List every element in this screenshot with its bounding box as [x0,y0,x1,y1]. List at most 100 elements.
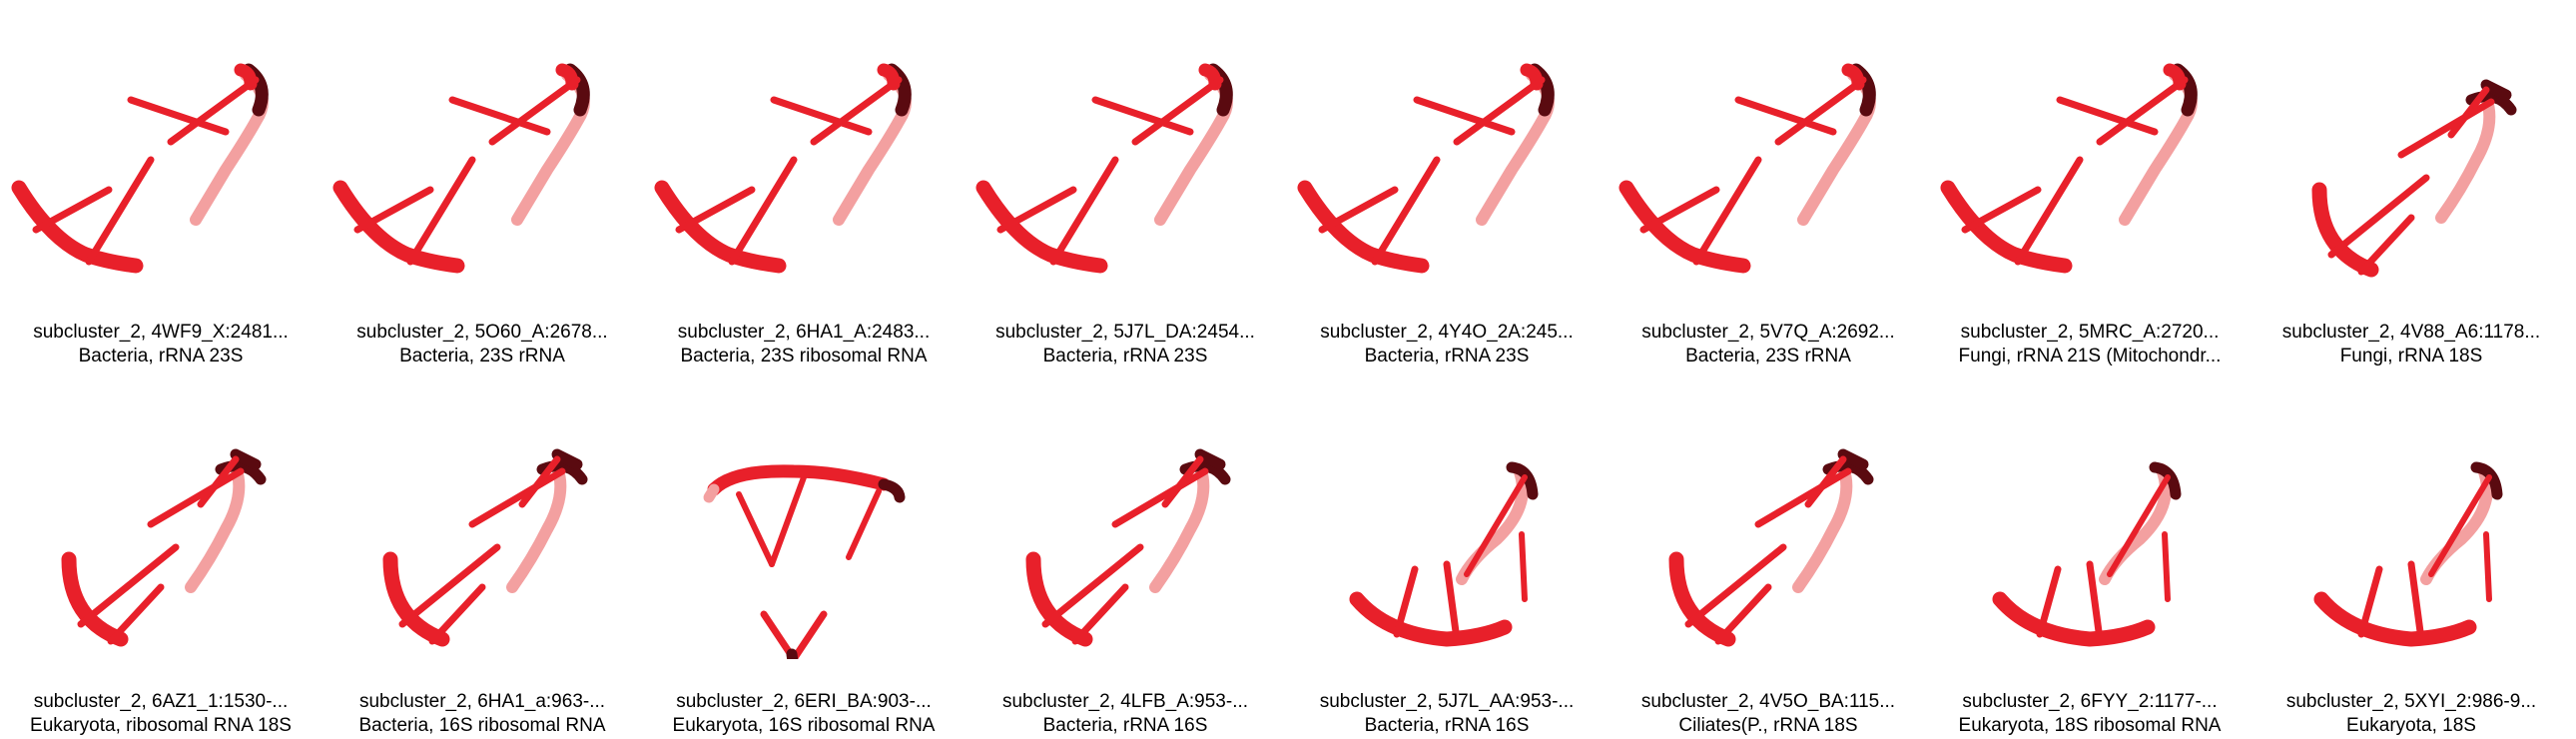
structure-description-label: Fungi, rRNA 21S (Mitochondr... [1958,346,2222,367]
rna-strand [428,583,486,645]
rna-strand [1940,180,2073,274]
rna-strand [147,467,245,528]
rna-strand [2311,182,2379,278]
rna-strand [1639,186,1720,234]
rna-strand [406,156,476,266]
rna-structure-render [1940,63,2198,274]
structure-tile: subcluster_2, 5J7L_AA:953-... Bacteria, r… [1286,370,1608,739]
rna-strand [2480,79,2512,101]
rna-structure-render [11,63,269,274]
structure-id-label: subcluster_2, 5J7L_AA:953-... [1319,691,1575,712]
structure-description-label: Eukaryota, 18S [2346,715,2476,736]
rna-strand [2357,565,2383,638]
rna-strand [1464,474,1528,577]
rna-strand [790,610,828,659]
rna-strand [1194,448,1226,470]
rna-strand [1792,461,1853,593]
rna-strand [654,180,787,274]
structure-description-label: Bacteria, 23S rRNA [1685,346,1851,367]
rna-structure-render [1618,63,1876,274]
rna-strand [2357,214,2415,276]
rna-strand [1041,543,1144,628]
rna-strand [448,96,551,136]
rna-strand [61,551,129,647]
rna-strand [1161,455,1204,508]
structure-description-label: Bacteria, rRNA 16S [1364,715,1530,736]
rna-strand [1297,180,1430,274]
rna-strand [1149,461,1210,593]
rna-strand [769,474,807,567]
rna-strand [810,76,903,146]
structure-id-label: subcluster_2, 4Y4O_2A:245... [1320,322,1574,343]
structure-description-label: Eukaryota, ribosomal RNA 18S [30,715,292,736]
rna-strand [2313,591,2477,647]
rna-strand [2447,86,2490,139]
rna-strand [506,461,567,593]
structure-tile: subcluster_2, 6ERI_BA:903-... Eukaryota, … [643,370,965,739]
structure-id-label: subcluster_2, 4LFB_A:953-... [1001,691,1249,712]
rna-strand [11,180,144,274]
rna-strand [107,583,165,645]
structure-id-label: subcluster_2, 6AZ1_1:1530-... [33,691,289,712]
structure-tile: subcluster_2, 6HA1_A:2483... Bacteria, 23… [643,0,965,370]
rna-strand [1804,455,1847,508]
structure-id-label: subcluster_2, 5J7L_DA:2454... [995,322,1255,343]
rna-strand [1371,156,1441,266]
structure-id-label: subcluster_2, 5MRC_A:2720... [1960,322,2220,343]
rna-structure-render [1668,448,1874,647]
structure-tile: subcluster_2, 5J7L_DA:2454... Bacteria, r… [965,0,1286,370]
rna-strand [1349,591,1513,647]
rna-strand [488,76,581,146]
structure-description-label: Bacteria, 23S ribosomal RNA [680,346,928,367]
structure-id-label: subcluster_2, 6HA1_A:2483... [677,322,931,343]
rna-strand [85,156,155,266]
rna-strand [2407,560,2425,643]
rna-strand [736,491,775,567]
rna-strand [1668,551,1736,647]
rna-strand [1992,591,2156,647]
rna-strand [1684,543,1787,628]
rna-structure-render [382,448,588,647]
rna-strand [2428,474,2492,577]
rna-strand [77,543,180,628]
structure-description-label: Ciliates(P., rRNA 18S [1678,715,1858,736]
rna-strand [2107,474,2171,577]
rna-strand [1519,531,1528,602]
rna-strand [1453,76,1546,146]
structure-tile: subcluster_2, 4LFB_A:953-... Bacteria, rR… [965,370,1286,739]
rna-strand [675,186,756,234]
rna-structure-render [1992,461,2182,647]
rna-strand [1754,467,1852,528]
rna-structure-render [975,63,1233,274]
rna-strand [353,186,434,234]
rna-strand [127,96,230,136]
rna-strand [185,461,246,593]
rna-strand [1318,186,1399,234]
rna-strand [846,488,882,560]
rna-strand [2096,76,2189,146]
structure-tile: subcluster_2, 5MRC_A:2720... Fungi, rRNA … [1929,0,2251,370]
structure-id-label: subcluster_2, 5O60_A:2678... [356,322,608,343]
rna-strand [786,648,799,659]
rna-structure-render [2313,461,2503,647]
structure-description-label: Bacteria, 16S ribosomal RNA [358,715,606,736]
rna-strand [2162,531,2171,602]
structure-description-label: Bacteria, rRNA 23S [1364,346,1530,367]
rna-strand [398,543,501,628]
rna-strand [1111,467,1209,528]
structure-id-label: subcluster_2, 6ERI_BA:903-... [676,691,932,712]
structure-tile: subcluster_2, 4V88_A6:1178... Fungi, rRNA… [2251,0,2572,370]
rna-strand [197,455,240,508]
rna-strand [1714,583,1772,645]
rna-strand [1692,156,1762,266]
rna-structure-render [61,448,267,647]
rna-strand [2327,174,2430,259]
rna-strand [2014,156,2084,266]
rna-structure-render [332,63,590,274]
structure-id-label: subcluster_2, 4V88_A6:1178... [2281,322,2541,343]
rna-strand [518,455,561,508]
structure-tile: subcluster_2, 5XYI_2:986-9... Eukaryota, … [2251,370,2572,739]
rna-strand [1131,76,1224,146]
rna-strand [1837,448,1869,470]
